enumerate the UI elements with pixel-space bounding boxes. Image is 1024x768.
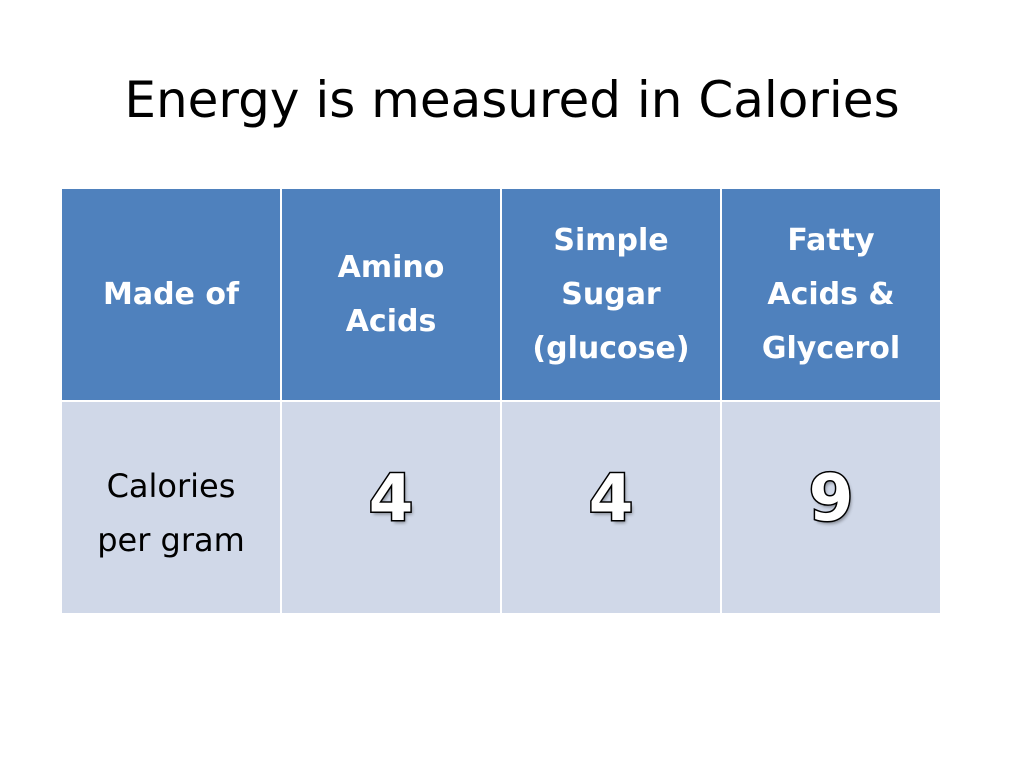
header-text-line: Glycerol bbox=[761, 330, 901, 366]
value-cell-amino-acids: 4 bbox=[280, 400, 502, 615]
header-cell-fatty-acids: Fatty Acids & Glycerol bbox=[720, 187, 942, 402]
row-label-cell: Calories per gram bbox=[60, 400, 282, 615]
header-text-line: Sugar bbox=[561, 276, 661, 312]
header-text-line: Acids & bbox=[767, 276, 895, 312]
header-label: Made of bbox=[102, 276, 240, 312]
header-text-line: Amino bbox=[337, 249, 445, 285]
row-label-line: Calories bbox=[106, 467, 236, 505]
table-header-row: Made of Amino Acids Simple Sugar (glucos… bbox=[60, 187, 942, 402]
value-cell-fatty-acids: 9 bbox=[720, 400, 942, 615]
header-cell-amino-acids: Amino Acids bbox=[280, 187, 502, 402]
header-cell-made-of: Made of bbox=[60, 187, 282, 402]
value-cell-simple-sugar: 4 bbox=[500, 400, 722, 615]
calories-value: 9 bbox=[807, 462, 855, 536]
energy-table: Made of Amino Acids Simple Sugar (glucos… bbox=[60, 187, 942, 615]
header-text-line: Acids bbox=[345, 303, 437, 339]
table-data-row: Calories per gram 4 4 9 bbox=[60, 400, 942, 615]
slide-title: Energy is measured in Calories bbox=[124, 71, 900, 129]
calories-value: 4 bbox=[587, 462, 635, 536]
row-label-line: per gram bbox=[97, 521, 245, 559]
calories-value: 4 bbox=[367, 462, 415, 536]
header-text-line: Fatty bbox=[787, 222, 875, 258]
header-text-line: (glucose) bbox=[532, 330, 690, 366]
header-cell-simple-sugar: Simple Sugar (glucose) bbox=[500, 187, 722, 402]
header-text-line: Simple bbox=[553, 222, 669, 258]
